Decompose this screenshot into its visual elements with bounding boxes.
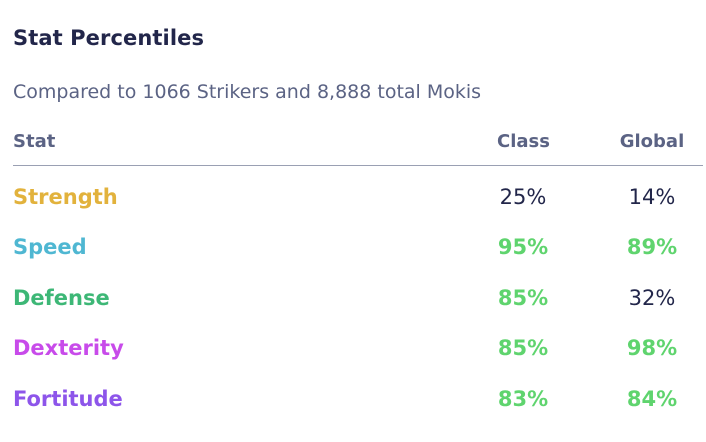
table-row-fortitude: Fortitude 83% 84% — [13, 387, 703, 427]
stat-name-dexterity: Dexterity — [13, 336, 124, 360]
table-row-dexterity: Dexterity 85% 98% — [13, 336, 703, 376]
header-stat: Stat — [13, 131, 56, 152]
class-percentile-defense: 85% — [497, 286, 549, 310]
table-row-defense: Defense 85% 32% — [13, 286, 703, 326]
table-header: Stat Class Global — [13, 131, 703, 166]
class-percentile-dexterity: 85% — [497, 336, 549, 360]
global-percentile-fortitude: 84% — [626, 387, 678, 411]
table-row-strength: Strength 25% 14% — [13, 185, 703, 225]
panel-subtitle: Compared to 1066 Strikers and 8,888 tota… — [13, 81, 482, 103]
stat-name-speed: Speed — [13, 235, 87, 259]
class-percentile-strength: 25% — [499, 185, 547, 209]
global-percentile-strength: 14% — [628, 185, 676, 209]
class-percentile-speed: 95% — [497, 235, 549, 259]
panel-title: Stat Percentiles — [13, 26, 205, 50]
stat-name-defense: Defense — [13, 286, 110, 310]
stat-name-strength: Strength — [13, 185, 118, 209]
header-global: Global — [619, 131, 685, 152]
table-row-speed: Speed 95% 89% — [13, 235, 703, 275]
header-class: Class — [497, 131, 550, 152]
global-percentile-speed: 89% — [626, 235, 678, 259]
stat-name-fortitude: Fortitude — [13, 387, 123, 411]
global-percentile-defense: 32% — [628, 286, 676, 310]
class-percentile-fortitude: 83% — [497, 387, 549, 411]
global-percentile-dexterity: 98% — [626, 336, 678, 360]
